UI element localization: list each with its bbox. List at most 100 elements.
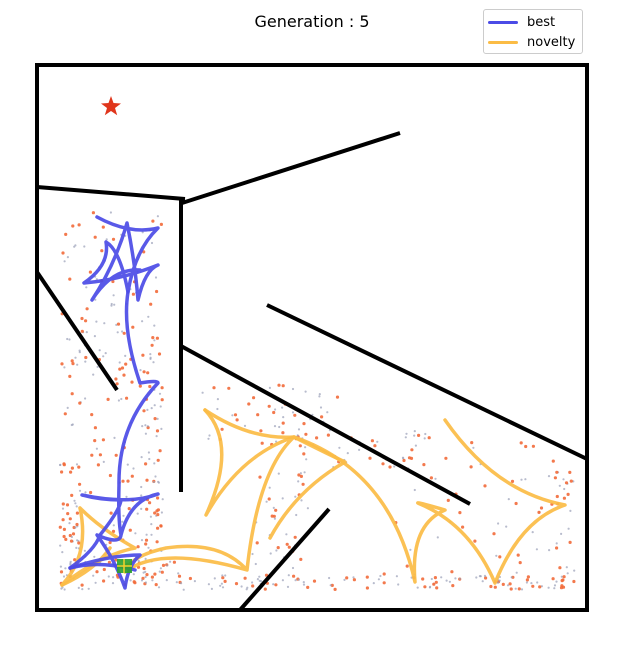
sample-point: [269, 552, 272, 555]
sample-point: [246, 586, 249, 589]
sample-point: [144, 570, 147, 574]
sample-point: [267, 404, 271, 408]
sample-point: [213, 577, 216, 580]
sample-point: [304, 390, 307, 393]
sample-point: [69, 539, 74, 543]
sample-point: [153, 572, 157, 576]
sample-point: [235, 418, 239, 422]
sample-point: [145, 573, 149, 577]
legend-item-best: best: [488, 13, 555, 31]
sample-point: [417, 433, 421, 437]
sample-point: [555, 580, 558, 583]
sample-point: [553, 587, 556, 590]
sample-point: [142, 370, 146, 374]
sample-point: [562, 478, 565, 481]
sample-point: [524, 444, 528, 449]
sample-point: [74, 526, 77, 529]
sample-point: [208, 434, 211, 437]
sample-point: [144, 557, 147, 561]
sample-point: [110, 302, 113, 306]
sample-point: [69, 470, 73, 474]
sample-point: [112, 576, 115, 579]
sample-point: [159, 524, 163, 528]
sample-point: [149, 515, 152, 518]
sample-point: [108, 473, 112, 478]
sample-point: [515, 571, 518, 574]
maze-wall: [180, 344, 471, 506]
sample-point: [296, 434, 299, 437]
sample-point: [405, 432, 408, 435]
sample-point: [221, 576, 225, 580]
sample-point: [299, 557, 303, 562]
sample-point: [274, 583, 278, 587]
sample-point: [107, 575, 110, 578]
sample-point: [302, 581, 305, 584]
sample-point: [525, 581, 529, 584]
sample-point: [80, 583, 84, 587]
sample-point: [276, 546, 280, 550]
sample-point: [70, 493, 74, 497]
sample-point: [255, 541, 259, 545]
sample-point: [434, 477, 437, 480]
sample-point: [144, 542, 148, 546]
sample-point: [287, 545, 291, 549]
sample-point: [470, 441, 474, 445]
sample-point: [338, 446, 341, 449]
sample-point: [85, 286, 88, 289]
sample-point: [148, 457, 151, 461]
sample-point: [165, 579, 168, 582]
sample-point: [66, 337, 69, 341]
sample-point: [90, 413, 94, 417]
sample-point: [150, 241, 154, 245]
sample-point: [240, 585, 243, 588]
sample-point: [138, 384, 142, 388]
sample-point: [188, 576, 192, 581]
sample-point: [328, 576, 331, 580]
sample-point: [74, 356, 77, 359]
sample-point: [565, 566, 568, 569]
sample-point: [154, 475, 157, 478]
sample-point: [156, 417, 159, 420]
sample-point: [422, 463, 426, 467]
sample-point: [64, 232, 68, 236]
sample-point: [132, 580, 136, 584]
sample-point: [101, 225, 105, 229]
sample-point: [122, 331, 126, 335]
sample-point: [299, 474, 303, 478]
sample-point: [436, 536, 439, 539]
sample-point: [94, 298, 97, 301]
sample-point: [469, 465, 473, 469]
sample-point: [352, 576, 355, 579]
sample-point: [62, 575, 66, 578]
sample-point: [259, 429, 263, 433]
sample-point: [127, 507, 131, 511]
sample-point: [252, 396, 256, 400]
sample-point: [75, 505, 78, 508]
sample-point: [304, 446, 307, 449]
sample-point: [161, 498, 164, 501]
sample-point: [410, 448, 414, 452]
sample-point: [142, 566, 146, 571]
sample-point: [301, 482, 305, 486]
sample-point: [234, 582, 239, 586]
sample-point: [566, 492, 570, 496]
sample-point: [300, 499, 303, 502]
sample-point: [223, 579, 227, 584]
sample-point: [94, 581, 97, 584]
sample-point: [115, 323, 118, 326]
sample-point: [141, 320, 144, 323]
sample-point: [306, 507, 309, 510]
sample-point: [303, 471, 306, 474]
sample-point: [98, 349, 101, 352]
sample-point: [548, 549, 551, 552]
sample-point: [268, 486, 271, 489]
sample-point: [329, 584, 332, 587]
sample-point: [59, 544, 62, 547]
sample-point: [281, 431, 285, 435]
sample-point: [458, 510, 462, 515]
sample-point: [84, 360, 87, 363]
sample-point: [405, 564, 409, 568]
sample-point: [319, 406, 323, 409]
sample-point: [121, 520, 124, 523]
